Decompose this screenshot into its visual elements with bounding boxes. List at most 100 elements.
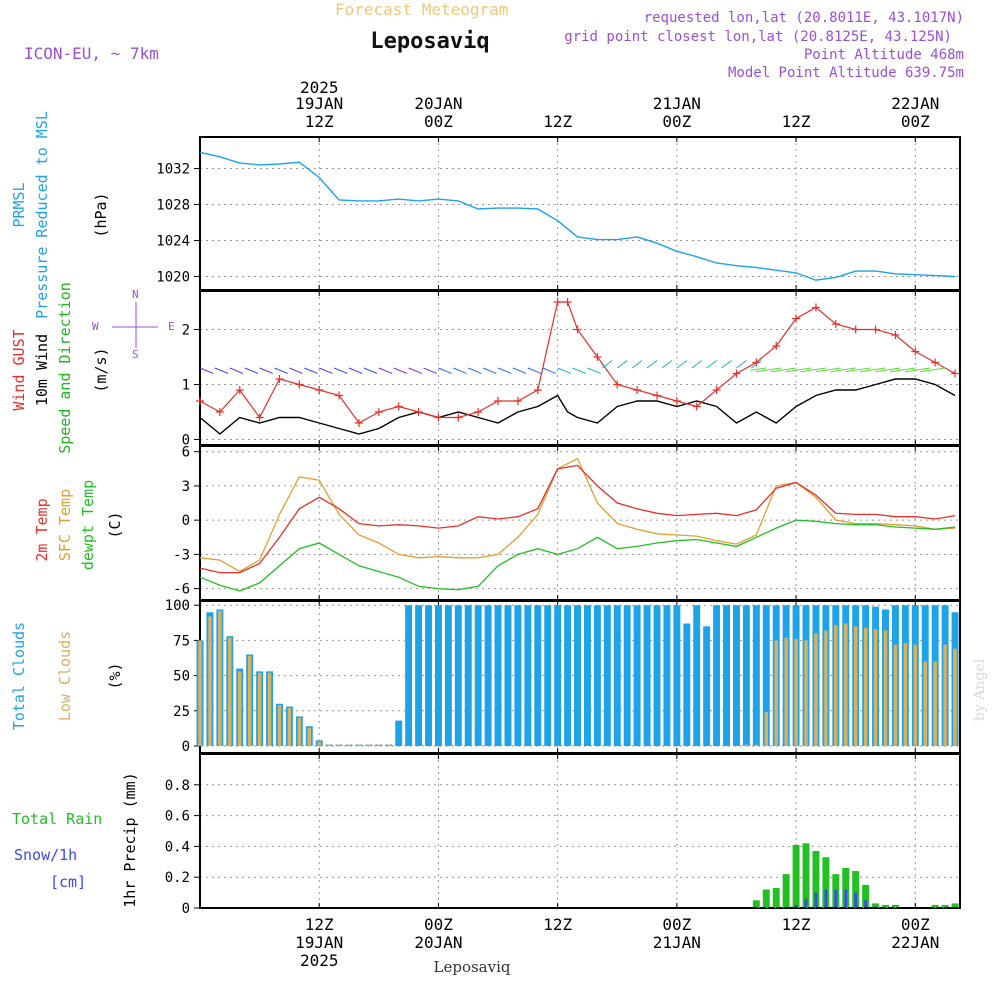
low-cloud-bar — [307, 727, 312, 746]
rain-bar — [941, 904, 949, 908]
gust-point — [374, 408, 383, 416]
low-cloud-bar — [287, 707, 292, 746]
wind-direction-arrow — [815, 367, 841, 373]
gust-point — [335, 391, 344, 400]
precip-unit: 1hr Precip (mm) — [121, 772, 139, 907]
wind-direction-arrow — [602, 360, 613, 369]
low-clouds-label: Low Clouds — [56, 631, 74, 721]
clouds-ytick-label: 100 — [165, 598, 190, 614]
wind-direction-arrow — [631, 360, 643, 369]
pressure-label-2: Pressure Reduced to MSL — [33, 111, 51, 319]
wind-direction-arrow — [468, 367, 482, 374]
precip-ytick-label: 0.4 — [165, 839, 190, 855]
total-cloud-bar — [742, 605, 750, 746]
wind-direction-arrow — [319, 367, 333, 374]
low-cloud-bar — [853, 626, 858, 746]
bottom-time-label: 00Z — [901, 915, 930, 934]
rain-bar — [802, 843, 810, 908]
gust-point — [474, 408, 483, 416]
total-cloud-bar — [395, 720, 403, 746]
rain-bar — [752, 900, 760, 908]
total-cloud-bar — [643, 605, 651, 746]
low-cloud-bar — [208, 616, 212, 746]
bottom-time-label: 22JAN — [891, 933, 939, 952]
low-cloud-bar — [218, 610, 222, 746]
wind-direction-arrow — [497, 367, 512, 374]
wind-direction-arrow — [393, 367, 408, 374]
gust-point — [434, 413, 443, 422]
pressure-panel: 1020 1024 1028 1032 — [156, 136, 961, 291]
wind-direction-arrow — [845, 367, 871, 373]
total-cloud-bar — [623, 605, 631, 746]
wind-direction-arrow — [830, 367, 856, 373]
gust-point — [394, 402, 403, 411]
wind-direction-arrow — [348, 367, 363, 374]
gust-point — [891, 331, 900, 339]
top-time-label: 12Z — [782, 112, 811, 131]
low-cloud-bar — [367, 744, 371, 746]
total-cloud-bar — [534, 605, 542, 746]
gust-point — [831, 320, 840, 328]
rain-bar — [882, 904, 889, 908]
pressure-ytick-label: 1032 — [156, 162, 190, 178]
bottom-time-label: 00Z — [662, 915, 691, 934]
dewpoint-line — [199, 519, 956, 592]
total-cloud-bar — [703, 626, 711, 746]
gust-point — [633, 386, 642, 394]
total-cloud-bar — [494, 605, 502, 746]
low-cloud-bar — [744, 744, 749, 746]
total-cloud-bar — [752, 605, 760, 746]
gust-point — [772, 342, 781, 350]
snow-bar — [794, 904, 798, 908]
temp-unit: (C) — [106, 511, 124, 538]
bottom-time-label: 21JAN — [653, 933, 701, 952]
gust-point — [672, 397, 681, 405]
pressure-ytick-label: 1020 — [156, 270, 190, 286]
wind-label: 10m Wind — [33, 334, 51, 406]
rain-bar — [951, 903, 959, 908]
low-cloud-bar — [784, 637, 788, 746]
precip-ytick-label: 0.8 — [165, 778, 190, 794]
wind-direction-arrow — [785, 367, 812, 373]
low-cloud-bar — [844, 623, 848, 746]
low-cloud-bar — [357, 744, 361, 746]
gust-point — [931, 358, 940, 367]
pressure-unit: (hPa) — [92, 192, 110, 237]
gust-point — [732, 369, 741, 378]
total-cloud-bar — [484, 605, 492, 746]
temp-ytick-label: -6 — [173, 582, 190, 598]
sfc-label: SFC Temp — [56, 489, 74, 561]
top-time-label: 20JAN — [414, 94, 462, 113]
total-cloud-bar — [633, 605, 641, 746]
low-cloud-bar — [903, 643, 908, 746]
low-cloud-bar — [228, 637, 232, 746]
compass-s: S — [132, 348, 139, 361]
wind-direction-arrow — [721, 360, 732, 369]
low-cloud-bar — [814, 633, 818, 746]
temp-ytick-label: 3 — [182, 479, 190, 495]
wind-direction-arrow — [527, 367, 542, 374]
wind-direction-arrow — [304, 367, 318, 374]
wind-ytick-label: 1 — [182, 378, 190, 394]
rain-bar — [762, 889, 770, 908]
snow-unit: [cm] — [50, 873, 86, 891]
snow-bar — [814, 892, 818, 908]
total-cloud-bar — [653, 605, 661, 746]
wind-dir-label: Speed and Direction — [56, 282, 74, 454]
wind-direction-arrow — [453, 367, 467, 374]
wind-series-line — [199, 378, 956, 435]
gust-point — [215, 408, 224, 416]
wind-direction-arrow — [875, 367, 901, 373]
wind-direction-arrow — [333, 367, 348, 374]
total-cloud-bar — [405, 605, 413, 746]
wind-direction-arrow — [889, 367, 916, 373]
gust-point — [513, 397, 522, 405]
top-time-label: 12Z — [543, 112, 572, 131]
total-cloud-bar — [613, 605, 621, 746]
bottom-time-label: 12Z — [305, 915, 334, 934]
wind-direction-arrow — [587, 367, 601, 374]
watermark: by Angel — [972, 658, 988, 721]
low-cloud-bar — [337, 744, 341, 746]
